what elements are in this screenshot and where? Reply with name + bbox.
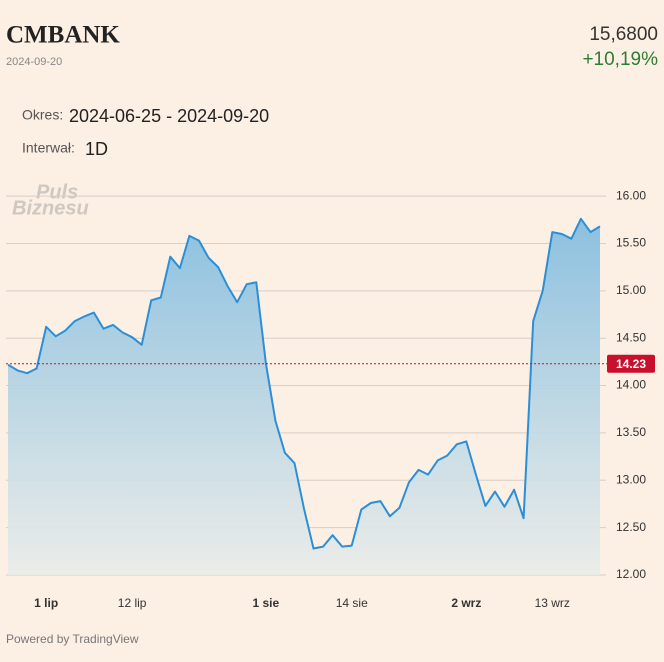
reference-badge xyxy=(607,354,655,373)
x-tick-label: 12 lip xyxy=(118,596,147,610)
y-tick-label: 12.00 xyxy=(616,567,646,581)
price: 15,6800 xyxy=(589,24,658,45)
y-tick-label: 13.00 xyxy=(616,472,646,486)
date: 2024-09-20 xyxy=(6,56,62,68)
change: +10,19% xyxy=(582,49,658,70)
x-tick-label: 14 sie xyxy=(336,596,368,610)
y-tick-label: 14.00 xyxy=(616,378,646,392)
y-tick-label: 12.50 xyxy=(616,520,646,534)
y-tick-label: 15.00 xyxy=(616,283,646,297)
reference-label: 14.23 xyxy=(616,357,646,371)
watermark: Biznesu xyxy=(12,197,89,219)
interval: 1D xyxy=(85,139,108,159)
y-tick-label: 16.00 xyxy=(616,188,646,202)
line xyxy=(7,217,601,550)
interval-label: Interwał: xyxy=(22,140,75,156)
x-tick-label: 1 lip xyxy=(34,596,58,610)
period: 2024-06-25 - 2024-09-20 xyxy=(69,106,269,126)
period-label: Okres: xyxy=(22,107,63,123)
watermark: Puls xyxy=(36,181,78,203)
footer: Powered by TradingView xyxy=(6,632,139,646)
y-tick-label: 14.50 xyxy=(616,330,646,344)
x-tick-label: 1 sie xyxy=(252,596,279,610)
y-tick-label: 15.50 xyxy=(616,236,646,250)
area xyxy=(8,218,600,576)
y-tick-label: 13.50 xyxy=(616,425,646,439)
symbol: CMBANK xyxy=(6,22,120,49)
x-tick-label: 13 wrz xyxy=(535,596,570,610)
x-tick-label: 2 wrz xyxy=(451,596,481,610)
